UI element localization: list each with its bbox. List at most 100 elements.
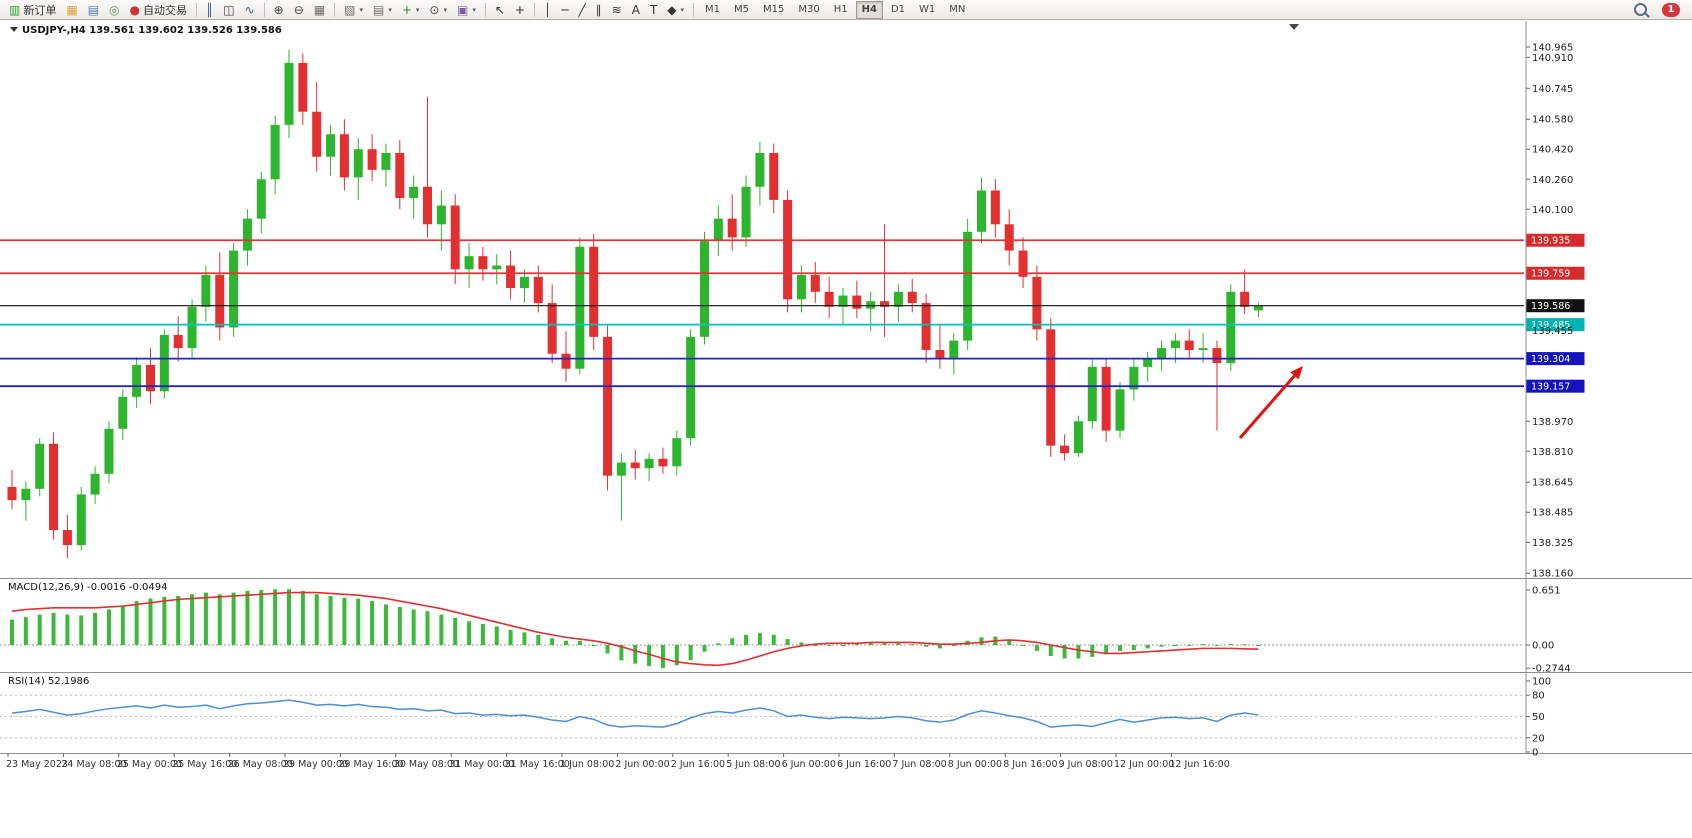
candle-body — [1226, 291, 1236, 364]
candle-body — [1004, 224, 1014, 251]
candle-body — [21, 488, 31, 501]
price-badge — [1526, 352, 1585, 366]
price-axis-label: 138.160 — [1532, 569, 1573, 580]
timeframe-h1-button[interactable]: H1 — [833, 4, 848, 15]
notification-badge[interactable]: 1 — [1662, 2, 1680, 17]
macd-histogram-bar — [356, 598, 361, 645]
macd-histogram-bar — [411, 609, 416, 645]
candle-body — [519, 276, 529, 289]
fibonacci-button[interactable]: ≋ — [608, 0, 626, 20]
macd-histogram-bar — [757, 633, 762, 645]
one-click-trading-toggle[interactable] — [10, 27, 18, 32]
periods-button[interactable]: ⊙ ▾ — [425, 0, 451, 20]
macd-histogram-bar — [453, 617, 458, 645]
macd-histogram-bar — [494, 626, 499, 645]
candle-body — [1170, 340, 1180, 349]
trend-arrow-head[interactable] — [1290, 366, 1303, 380]
price-axis-label: 138.325 — [1532, 538, 1573, 549]
crosshair-button[interactable]: + — [511, 0, 529, 20]
time-axis-label: 25 May 16:00 — [172, 759, 237, 770]
autotrade-button[interactable]: ● 自动交易 — [126, 0, 191, 20]
community-button[interactable]: ◎ — [105, 0, 123, 20]
macd-histogram-bar — [591, 645, 596, 646]
chart-shift-marker[interactable] — [1289, 24, 1299, 30]
tile-windows-button[interactable]: ▦ — [310, 0, 329, 20]
candle-body — [173, 334, 183, 349]
new-chart-button[interactable]: ▧ ▾ — [340, 0, 367, 20]
macd-histogram-bar — [287, 589, 291, 645]
vertical-line-button[interactable]: │ — [540, 0, 555, 20]
time-axis-label: 1 Jun 08:00 — [560, 759, 614, 770]
indicators-button[interactable]: + ▾ — [398, 0, 424, 20]
macd-histogram-bar — [1090, 645, 1095, 657]
macd-histogram-bar — [342, 597, 347, 645]
macd-histogram-bar — [467, 621, 472, 645]
macd-signal-line — [11, 591, 1259, 667]
timeframe-m30-button[interactable]: M30 — [798, 4, 820, 15]
macd-histogram-bar — [1034, 645, 1039, 651]
candle-body — [1212, 348, 1222, 364]
candle-body — [866, 301, 876, 309]
line-chart-button[interactable]: ∿ — [241, 0, 259, 20]
toolbar-separator — [693, 2, 695, 17]
search-button[interactable] — [1630, 0, 1651, 20]
channel-button[interactable]: ∥ — [592, 0, 606, 20]
toolbar-separator — [263, 2, 265, 17]
macd-histogram-bar — [314, 594, 319, 645]
candle-body — [187, 306, 197, 349]
zoom-in-button[interactable]: ⊕ — [270, 0, 288, 20]
macd-histogram-bar — [190, 594, 195, 645]
macd-histogram-bar — [605, 645, 610, 654]
time-axis-label: 8 Jun 00:00 — [948, 759, 1002, 770]
macd-histogram-bar — [660, 645, 665, 669]
candle-body — [907, 291, 917, 304]
macd-histogram-bar — [619, 645, 624, 661]
templates-button[interactable]: ▣ ▾ — [453, 0, 480, 20]
text-button[interactable]: A — [628, 0, 644, 20]
line-chart-icon: ∿ — [244, 2, 255, 17]
candle-body — [1240, 291, 1250, 307]
price-axis-label: 140.580 — [1532, 115, 1573, 126]
macd-histogram-bar — [716, 643, 721, 645]
zoom-out-button[interactable]: ⊖ — [290, 0, 308, 20]
macd-panel — [0, 589, 1524, 669]
candle-body — [589, 246, 599, 337]
macd-axis-label: 0.00 — [1532, 641, 1554, 652]
mql5-market-button[interactable]: ▦ — [62, 0, 81, 20]
macd-histogram-bar — [120, 605, 125, 645]
new-chart-icon: ▧ — [344, 2, 356, 17]
new-order-button[interactable]: ▥ 新订单 — [5, 0, 60, 20]
macd-histogram-bar — [508, 629, 513, 645]
candle-body — [1254, 305, 1263, 311]
cursor-button[interactable]: ↖ — [491, 0, 509, 20]
macd-indicator-label: MACD(12,26,9) -0.0016 -0.0494 — [8, 582, 168, 593]
macd-histogram-bar — [744, 634, 749, 645]
macd-histogram-bar — [162, 596, 167, 645]
chevron-down-icon: ▾ — [359, 5, 363, 14]
timeframe-m15-button[interactable]: M15 — [763, 4, 785, 15]
timeframe-m5-button[interactable]: M5 — [734, 4, 750, 15]
trend-arrow-annotation[interactable] — [1238, 374, 1296, 439]
data-window-button[interactable]: ▤ — [84, 0, 103, 20]
timeframe-h4-button[interactable]: H4 — [855, 0, 883, 19]
price-axis-label: 139.455 — [1532, 326, 1573, 337]
zoom-out-icon: ⊖ — [293, 2, 304, 17]
price-badge-label: 139.586 — [1531, 301, 1570, 312]
tile-windows-icon: ▦ — [313, 2, 326, 17]
text-label-button[interactable]: T — [646, 0, 661, 20]
timeframe-mn-button[interactable]: MN — [949, 4, 966, 15]
timeframe-m1-button[interactable]: M1 — [705, 4, 721, 15]
macd-histogram-bar — [841, 645, 845, 646]
timeframe-w1-button[interactable]: W1 — [919, 4, 936, 15]
chevron-down-icon: ▾ — [443, 5, 447, 14]
macd-histogram-bar — [203, 592, 208, 645]
shapes-button[interactable]: ◆ ▾ — [663, 0, 688, 20]
timeframe-d1-button[interactable]: D1 — [890, 4, 906, 15]
candlestick-chart-button[interactable]: ◫ — [219, 0, 238, 20]
horizontal-line-button[interactable]: ─ — [557, 0, 572, 20]
bar-chart-button[interactable]: ║ — [202, 0, 217, 20]
profiles-button[interactable]: ▤ ▾ — [369, 0, 396, 20]
trendline-button[interactable]: ╱ — [574, 0, 589, 20]
candle-body — [464, 256, 474, 270]
